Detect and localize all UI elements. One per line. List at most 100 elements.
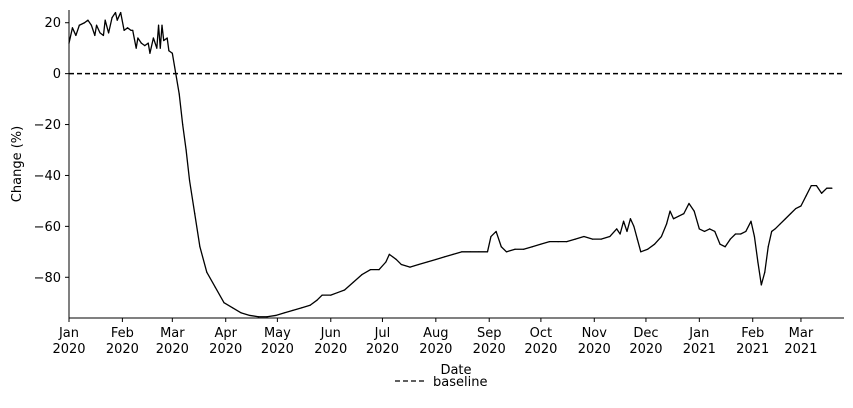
data-point (647, 248, 649, 250)
data-point (388, 253, 390, 255)
data-point (729, 238, 731, 240)
data-point (452, 253, 454, 255)
data-point (490, 235, 492, 238)
data-point (223, 302, 225, 304)
x-tick-label: Oct 2020 (524, 326, 557, 357)
data-point (123, 29, 125, 31)
data-point (574, 238, 576, 240)
data-point (369, 269, 371, 271)
data-point (810, 185, 812, 187)
data-point (800, 205, 802, 207)
data-point (505, 251, 508, 253)
data-point (147, 42, 149, 44)
data-point (137, 37, 139, 39)
data-point (660, 235, 663, 238)
data-point (653, 243, 656, 245)
data-point (760, 284, 762, 286)
data-point (683, 213, 685, 215)
data-point (672, 218, 675, 220)
data-point (78, 24, 80, 26)
y-tick-labels: 20 0 −20 −40 −60 −80 (34, 16, 69, 286)
data-point (629, 218, 632, 220)
data-point (609, 235, 611, 238)
data-point (175, 73, 177, 75)
data-point (784, 218, 787, 220)
data-point (120, 11, 122, 14)
data-point (790, 213, 792, 215)
x-tick-label: Jul 2020 (366, 326, 399, 357)
data-point (698, 228, 700, 230)
data-point (111, 17, 113, 19)
data-point (249, 314, 251, 317)
data-point (745, 230, 747, 233)
data-point (214, 286, 216, 289)
data-point (486, 251, 489, 253)
data-point (99, 32, 101, 34)
y-tick-label: −60 (34, 220, 61, 235)
data-point (321, 294, 323, 296)
data-point (693, 210, 695, 212)
data-point (400, 263, 402, 266)
data-point (361, 274, 363, 276)
data-point (199, 246, 201, 248)
data-point (636, 238, 638, 240)
y-tick-label: −80 (34, 271, 61, 286)
data-point (540, 243, 542, 245)
data-point (495, 230, 497, 233)
x-tick-labels: Jan 2020 Feb 2020 Mar 2020 Apr 2020 May 2020 Jun 20… (52, 318, 817, 357)
data-point (163, 39, 165, 42)
data-point (232, 307, 234, 309)
data-point (283, 312, 285, 314)
data-point (734, 233, 737, 235)
data-point (95, 24, 98, 26)
x-tick-label: May 2020 (261, 326, 294, 357)
data-point (633, 225, 635, 227)
x-tick-label: Apr 2020 (209, 326, 242, 357)
data-point (182, 123, 184, 126)
data-point (83, 22, 86, 24)
data-point (130, 29, 132, 31)
data-point (566, 241, 568, 243)
data-point (385, 261, 387, 263)
data-point (188, 179, 191, 182)
x-tick-label: Dec 2020 (629, 326, 662, 357)
data-point (168, 50, 170, 52)
data-point (378, 269, 380, 271)
data-point (161, 24, 163, 26)
y-axis-label: Change (%) (10, 126, 25, 202)
data-point (102, 34, 105, 37)
axes-layer (68, 10, 844, 319)
data-point (409, 266, 411, 268)
series-line (68, 11, 832, 318)
x-tick-label: Nov 2020 (578, 326, 611, 357)
data-point (194, 213, 196, 215)
y-tick-label: 20 (44, 16, 61, 31)
data-point (166, 37, 168, 39)
legend-label-baseline: baseline (433, 375, 487, 390)
data-point (94, 34, 96, 37)
data-point (90, 24, 92, 26)
data-point (531, 246, 533, 248)
data-point (616, 228, 618, 230)
data-point (523, 248, 525, 250)
data-point (557, 241, 559, 243)
x-tick-label: Mar 2021 (784, 326, 817, 357)
data-point (75, 34, 77, 37)
data-point (71, 27, 74, 29)
x-tick-label: Aug 2020 (419, 326, 452, 357)
data-point (831, 187, 833, 189)
data-point (292, 309, 294, 311)
data-point (257, 316, 260, 318)
data-point (795, 207, 797, 210)
data-point (753, 235, 756, 238)
data-point (805, 195, 807, 197)
data-point (669, 210, 671, 212)
data-point (171, 52, 173, 54)
data-point (352, 281, 354, 283)
y-tick-label: −20 (34, 118, 61, 133)
data-point (469, 251, 471, 253)
data-point (548, 241, 551, 243)
data-point (771, 230, 773, 233)
data-point (815, 185, 818, 187)
